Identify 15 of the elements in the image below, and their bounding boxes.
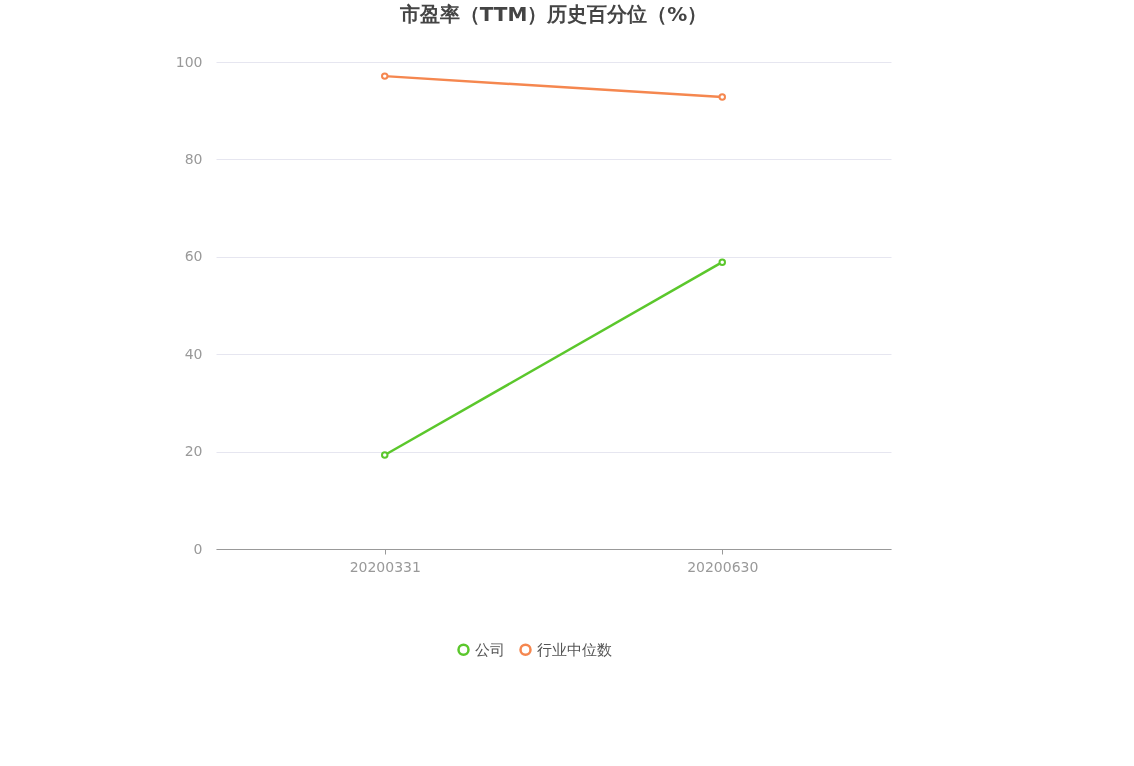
y-tick-label: 100 [175, 53, 203, 70]
point [381, 451, 389, 459]
point [718, 93, 726, 101]
y-tick-label: 80 [184, 150, 203, 167]
point [718, 258, 726, 266]
y-tick-label: 0 [193, 540, 203, 557]
x-tick-label: 20200630 [687, 558, 759, 575]
y-tick-label: 20 [184, 443, 203, 460]
chart-title: 市盈率（TTM）历史百分位（%） [398, 2, 708, 26]
y-tick-label: 60 [184, 248, 203, 265]
legend-label: 公司 [475, 640, 505, 659]
y-tick-label: 40 [184, 345, 203, 362]
x-tick-label: 20200331 [349, 558, 421, 575]
point [381, 72, 389, 80]
legend-label: 行业中位数 [537, 640, 612, 659]
